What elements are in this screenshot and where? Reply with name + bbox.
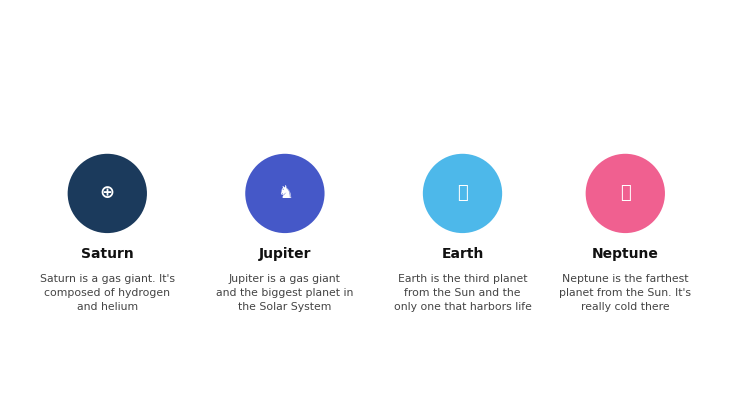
Ellipse shape [222,0,703,416]
Text: Business innovation process infographics: Business innovation process infographics [37,29,526,49]
Text: Neptune is the farthest
planet from the Sun. It's
really cold there: Neptune is the farthest planet from the … [559,274,691,312]
Text: 🚀: 🚀 [457,184,468,203]
Text: Earth is the third planet
from the Sun and the
only one that harbors life: Earth is the third planet from the Sun a… [394,274,531,312]
Text: 🪙: 🪙 [620,184,630,203]
Text: ♞: ♞ [277,184,293,203]
Text: Saturn is a gas giant. It's
composed of hydrogen
and helium: Saturn is a gas giant. It's composed of … [40,274,175,312]
Text: Saturn: Saturn [81,247,134,260]
Ellipse shape [67,153,148,234]
Ellipse shape [0,0,348,416]
Text: ⊕: ⊕ [100,184,115,203]
Text: Earth: Earth [441,247,484,260]
Ellipse shape [385,0,740,416]
Ellipse shape [244,153,326,234]
Ellipse shape [422,153,503,234]
Text: Phase 2: Phase 2 [507,84,568,97]
Bar [211,179,381,208]
Bar [44,71,696,110]
Ellipse shape [44,0,525,416]
Text: Jupiter is a gas giant
and the biggest planet in
the Solar System: Jupiter is a gas giant and the biggest p… [216,274,354,312]
Text: Jupiter: Jupiter [259,247,311,260]
Polygon shape [644,172,692,215]
Bar [44,179,211,208]
Bar [381,179,551,208]
Text: Phase 1: Phase 1 [181,84,243,97]
Ellipse shape [585,153,666,234]
Text: Neptune: Neptune [592,247,659,260]
Bar [551,179,644,208]
